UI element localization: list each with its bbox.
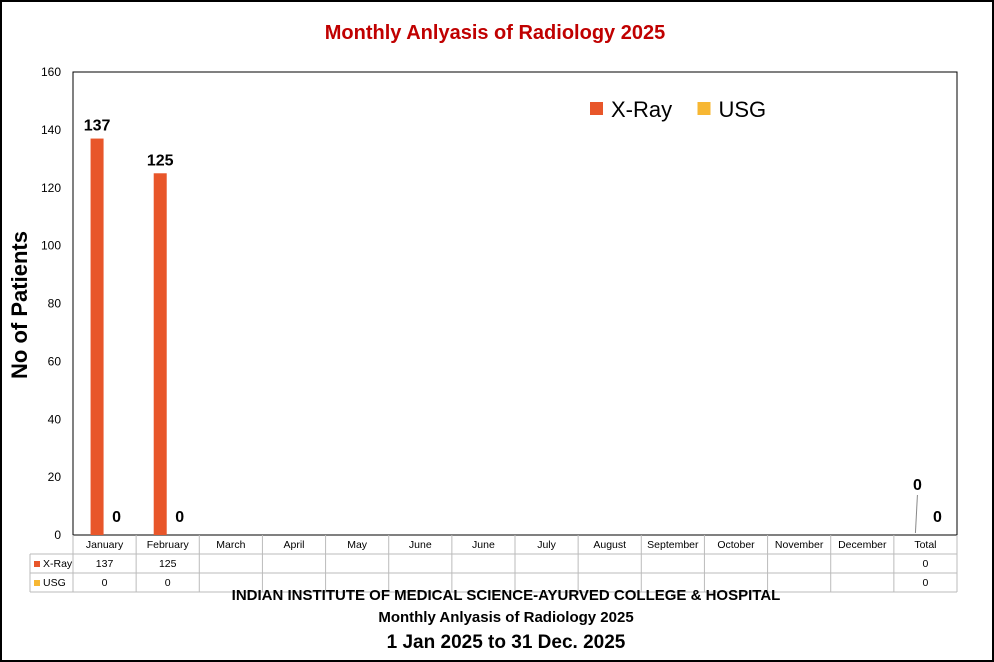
- x-tick-label: June: [409, 539, 432, 551]
- plot-area: [72, 71, 958, 536]
- x-tick-label: February: [147, 539, 190, 551]
- x-tick-label: September: [647, 539, 699, 551]
- y-tick-label: 60: [48, 354, 62, 368]
- data-label: 0: [175, 509, 184, 526]
- x-tick-label: July: [537, 539, 556, 551]
- legend-label: USG: [719, 97, 767, 122]
- legend-label: X-Ray: [611, 97, 672, 122]
- y-tick-label: 100: [41, 239, 61, 253]
- data-label: 0: [933, 509, 942, 526]
- table-cell: 0: [102, 577, 108, 589]
- x-tick-label: November: [775, 539, 824, 551]
- y-tick-label: 160: [41, 65, 61, 79]
- x-tick-label: August: [593, 539, 626, 551]
- data-label: 0: [913, 477, 922, 494]
- table-row-header: USG: [43, 577, 66, 589]
- x-tick-label: March: [216, 539, 245, 551]
- table-cell: 0: [923, 577, 929, 589]
- x-tick-label: June: [472, 539, 495, 551]
- legend-swatch: [697, 102, 711, 115]
- y-tick-label: 140: [41, 123, 61, 137]
- footer-subtitle: Monthly Anlyasis of Radiology 2025: [378, 609, 634, 626]
- table-cell: 0: [923, 558, 929, 570]
- x-tick-label: January: [86, 539, 124, 551]
- x-tick-label: April: [283, 539, 304, 551]
- bar-x-ray: [153, 173, 167, 535]
- table-cell: 125: [159, 558, 177, 570]
- bar-x-ray: [90, 138, 104, 535]
- table-legend-key: [34, 561, 40, 567]
- table-cell: 137: [96, 558, 114, 570]
- table-cell: 0: [165, 577, 171, 589]
- x-tick-label: October: [717, 539, 755, 551]
- data-label: 125: [147, 152, 174, 169]
- y-tick-label: 0: [54, 528, 61, 542]
- data-label: 0: [112, 509, 121, 526]
- y-tick-label: 80: [48, 297, 62, 311]
- y-tick-label: 120: [41, 181, 61, 195]
- x-tick-label: December: [838, 539, 887, 551]
- table-row-header: X-Ray: [43, 558, 73, 570]
- legend-swatch: [590, 102, 603, 115]
- x-tick-label: Total: [914, 539, 936, 551]
- data-label-leader: [914, 494, 918, 534]
- y-tick-label: 40: [48, 412, 62, 426]
- y-tick-label: 20: [48, 470, 62, 484]
- footer-institute: INDIAN INSTITUTE OF MEDICAL SCIENCE-AYUR…: [231, 587, 781, 604]
- table-legend-key: [34, 580, 40, 586]
- footer-date-range: 1 Jan 2025 to 31 Dec. 2025: [386, 632, 626, 653]
- x-tick-label: May: [347, 539, 368, 551]
- chart-title: Monthly Anlyasis of Radiology 2025: [324, 22, 666, 44]
- data-label: 137: [84, 118, 111, 135]
